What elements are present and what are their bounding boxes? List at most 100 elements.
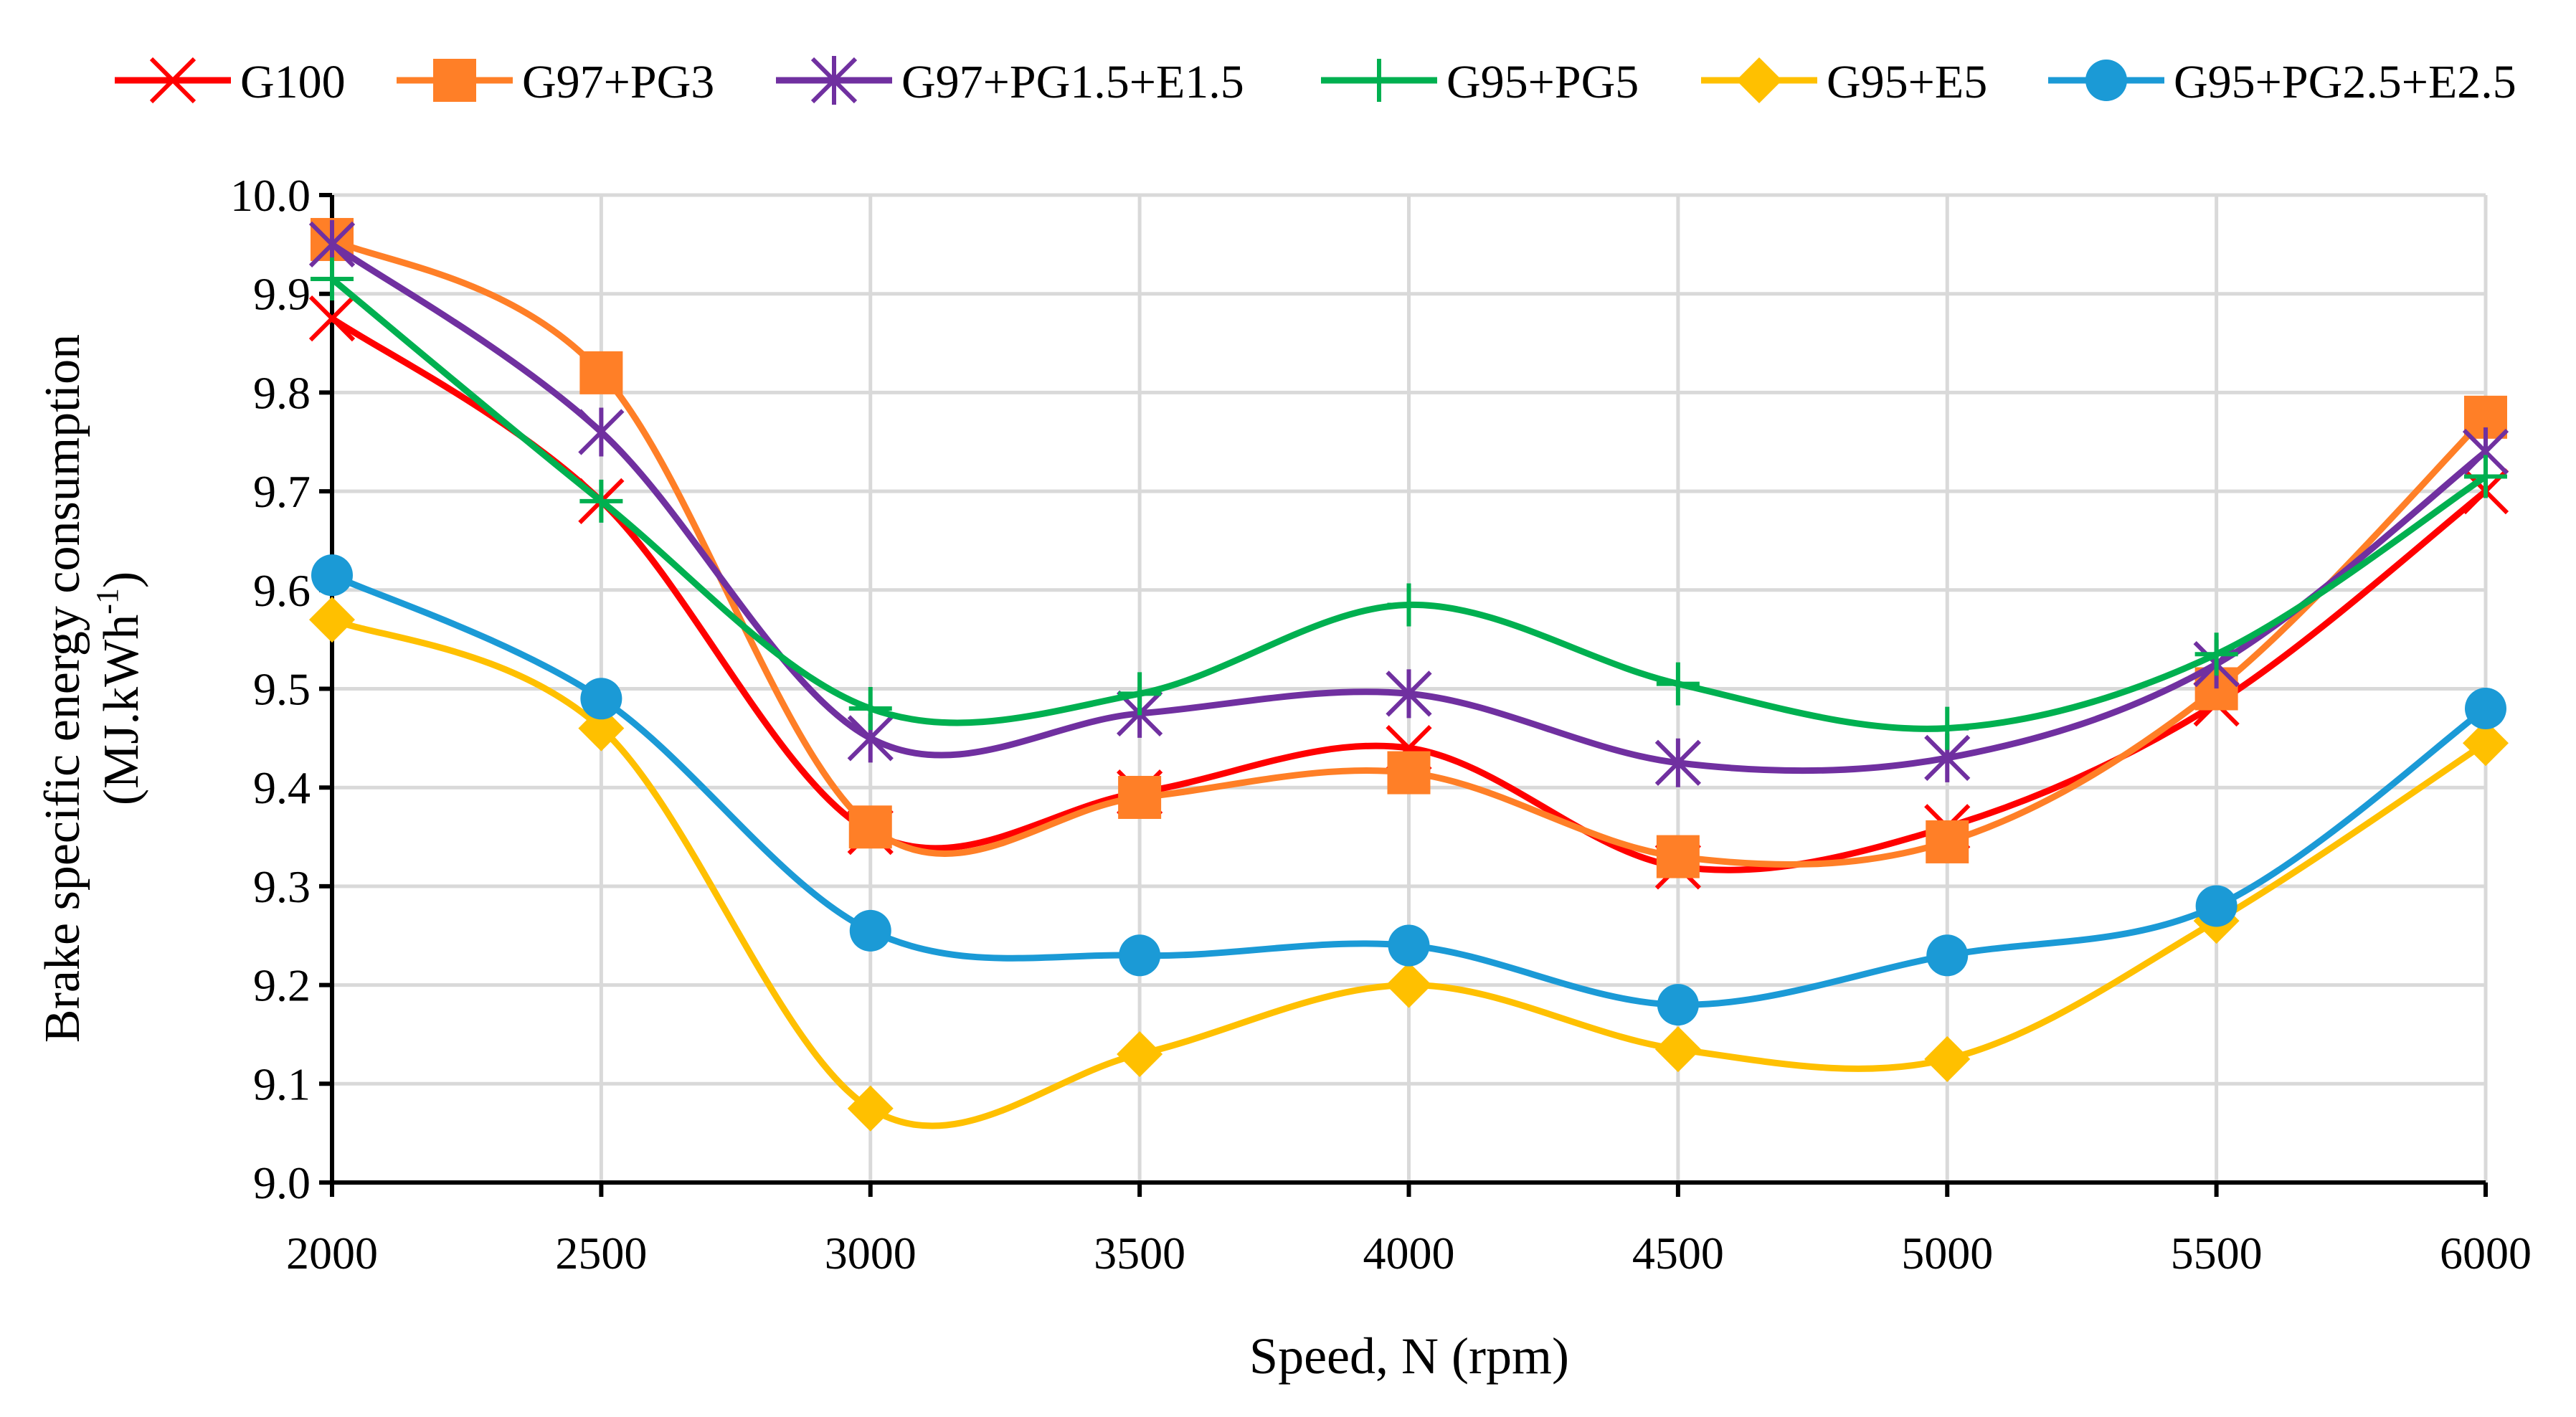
legend-label: G100 [240, 56, 346, 108]
legend-item: G97+PG1.5+E1.5 [776, 56, 1244, 108]
diamond-marker-icon [1654, 1026, 1701, 1073]
data-point [580, 678, 622, 720]
plus-marker-icon [1926, 706, 1969, 750]
x-tick-label: 5000 [1901, 1228, 1993, 1279]
diamond-marker-icon [578, 705, 625, 752]
legend-item: G95+PG2.5+E2.5 [2048, 56, 2516, 108]
legend-label: G97+PG1.5+E1.5 [901, 56, 1244, 108]
legend-item: G100 [115, 56, 346, 108]
x-marker-icon [149, 57, 196, 104]
data-point [1387, 583, 1431, 627]
circle-marker-icon [1657, 984, 1699, 1026]
y-tick-label: 9.0 [253, 1157, 311, 1208]
circle-marker-icon [311, 554, 353, 597]
data-point [1117, 1030, 1163, 1077]
y-unit-sup: -1 [90, 588, 125, 615]
y-tick-label: 9.2 [253, 960, 311, 1011]
y-tick-label: 9.3 [253, 861, 311, 912]
y-axis-label-line2: (MJ.kWh-1) [90, 572, 149, 805]
x-tick-label: 2000 [286, 1228, 378, 1279]
data-point [309, 597, 355, 643]
data-point [1926, 934, 1969, 977]
circle-marker-icon [1119, 934, 1161, 977]
legend-marker [149, 57, 196, 104]
legend-item: G97+PG3 [397, 56, 714, 108]
x-tick-label: 5500 [2171, 1228, 2263, 1279]
x-tick-label: 6000 [2440, 1228, 2532, 1279]
circle-marker-icon [2465, 688, 2506, 730]
data-point [1119, 934, 1161, 977]
y-tick-label: 9.6 [253, 565, 311, 616]
plus-marker-icon [579, 479, 623, 523]
diamond-marker-icon [1736, 57, 1782, 103]
plus-marker-icon [1656, 662, 1700, 706]
data-point [311, 554, 353, 597]
y-axis-label-line1: Brake specific energy consumption [35, 334, 90, 1043]
data-point [2463, 720, 2509, 767]
diamond-marker-icon [1386, 962, 1432, 1008]
diamond-marker-icon [1117, 1030, 1163, 1077]
x-tick-label: 3000 [825, 1228, 917, 1279]
data-point [849, 909, 891, 952]
data-point [1926, 706, 1969, 750]
data-point [1654, 738, 1702, 787]
x-marker-icon [308, 295, 356, 342]
asterisk-marker-icon [810, 56, 858, 105]
legend-label: G95+PG2.5+E2.5 [2174, 56, 2516, 108]
data-point [311, 257, 354, 301]
data-point [1387, 751, 1431, 795]
legend-item: G95+E5 [1701, 56, 1987, 108]
diamond-marker-icon [309, 597, 355, 643]
series-g95-e5 [309, 597, 2509, 1132]
data-point [579, 479, 623, 523]
data-point [1388, 924, 1430, 967]
square-marker-icon [848, 805, 892, 849]
data-point [2465, 688, 2506, 730]
legend-marker [433, 59, 476, 102]
legend-label: G95+E5 [1827, 56, 1987, 108]
legend-label: G95+PG5 [1446, 56, 1639, 108]
y-axis-label: Brake specific energy consumption (MJ.kW… [35, 334, 149, 1043]
x-tick-label: 4000 [1363, 1228, 1455, 1279]
diamond-marker-icon [2463, 720, 2509, 767]
data-point [1386, 669, 1432, 719]
y-tick-label: 10.0 [230, 170, 311, 221]
asterisk-marker-icon [1654, 738, 1702, 787]
data-point [578, 407, 625, 457]
series-g95-pg5 [311, 257, 2507, 750]
data-point [2464, 455, 2507, 498]
x-tick-label: 4500 [1632, 1228, 1724, 1279]
x-axis-label: Speed, N (rpm) [1249, 1327, 1569, 1385]
plus-marker-icon [311, 257, 354, 301]
data-point [2194, 632, 2238, 676]
circle-marker-icon [580, 678, 622, 720]
series-layer [308, 217, 2509, 1132]
square-marker-icon [1656, 835, 1700, 878]
square-marker-icon [1926, 820, 1969, 863]
legend-marker [1736, 57, 1782, 103]
y-unit: (MJ.kWh [94, 615, 149, 805]
square-marker-icon [1118, 775, 1162, 819]
series-g95-pg2-5-e2-5 [311, 554, 2506, 1026]
series-line [331, 236, 2489, 868]
asterisk-marker-icon [578, 407, 625, 457]
square-marker-icon [1387, 751, 1431, 795]
circle-marker-icon [1926, 934, 1969, 977]
plus-marker-icon [1358, 59, 1401, 102]
legend-marker [1358, 59, 1401, 102]
series-line [331, 616, 2488, 1129]
axes: 9.0 9.1 9.2 9.3 9.4 9.5 9.6 9.7 9.8 9.9 10.0 2000 25… [230, 170, 2532, 1279]
data-point [1926, 820, 1969, 863]
diamond-marker-icon [1924, 1036, 1971, 1082]
circle-marker-icon [2085, 60, 2127, 101]
data-point [1924, 1036, 1971, 1082]
x-tick-label: 2500 [555, 1228, 647, 1279]
data-point [579, 351, 623, 394]
data-point [2195, 885, 2238, 927]
plus-marker-icon [1118, 672, 1162, 716]
data-point [1118, 672, 1162, 716]
legend-item: G95+PG5 [1321, 56, 1639, 108]
legend: G100 G97+PG3 G97+PG1.5+E1.5 G95+PG5 G95+E5 G9… [115, 56, 2516, 108]
data-point [848, 805, 892, 849]
